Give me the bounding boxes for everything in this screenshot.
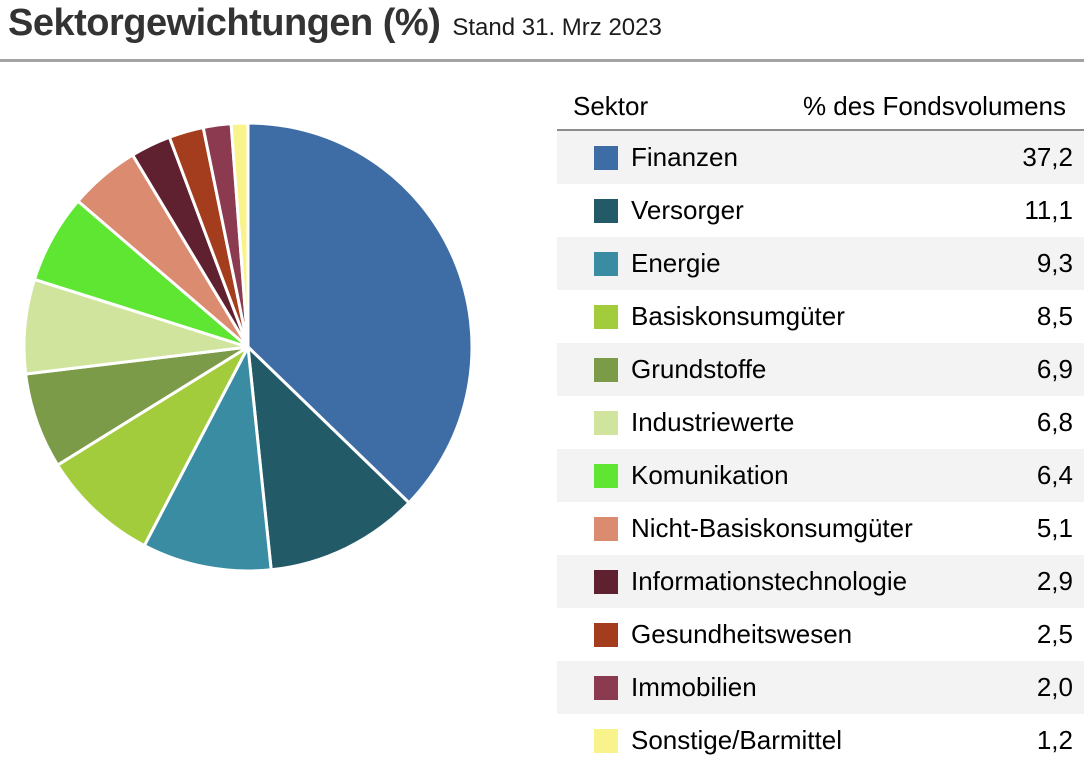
- sector-value: 6,8: [1036, 407, 1073, 437]
- sector-label: Grundstoffe: [631, 354, 767, 384]
- sector-label: Energie: [631, 248, 721, 278]
- sector-label: Basiskonsumgüter: [631, 301, 845, 331]
- sector-label: Versorger: [631, 195, 744, 225]
- pie-slice-sonstige-barmittel: [229, 121, 250, 349]
- column-header-sektor: Sektor: [573, 91, 649, 121]
- table-row-immobilien: Immobilien 2,0: [557, 661, 1084, 714]
- sector-value: 5,1: [1036, 513, 1073, 543]
- table-header-row: Sektor % des Fondsvolumens: [557, 84, 1084, 131]
- sector-label: Immobilien: [631, 672, 757, 702]
- legend-swatch: [594, 304, 618, 329]
- pie-slice-versorger: [246, 345, 411, 572]
- table-row-versorger: Versorger 11,1: [557, 184, 1084, 237]
- table-row-gesundheitswesen: Gesundheitswesen 2,5: [557, 608, 1084, 661]
- sector-value: 1,2: [1036, 725, 1073, 755]
- sector-label: Industriewerte: [631, 407, 795, 437]
- sector-label: Nicht-Basiskonsumgüter: [631, 513, 913, 543]
- sector-value: 6,9: [1036, 354, 1073, 384]
- pie-slice-energie: [142, 345, 273, 573]
- legend-swatch: [594, 728, 618, 753]
- sector-value: 9,3: [1036, 248, 1073, 278]
- sector-value: 2,0: [1036, 672, 1073, 702]
- table-row-energie: Energie 9,3: [557, 237, 1084, 290]
- sector-value: 11,1: [1024, 195, 1073, 225]
- sector-table-body: Finanzen 37,2 Versorger 11,1 Energie 9,3…: [557, 131, 1084, 767]
- table-row-grundstoffe: Grundstoffe 6,9: [557, 343, 1084, 396]
- legend-swatch: [594, 357, 618, 382]
- sector-value: 8,5: [1036, 301, 1073, 331]
- table-row-basiskonsumgüter: Basiskonsumgüter 8,5: [557, 290, 1084, 343]
- legend-swatch: [594, 463, 618, 488]
- pie-chart: [22, 121, 474, 573]
- table-row-informationstechnologie: Informationstechnologie 2,9: [557, 555, 1084, 608]
- column-header-fondsvolumen: % des Fondsvolumens: [802, 91, 1066, 121]
- pie-slice-basiskonsumgüter: [56, 345, 250, 548]
- page-subtitle: Stand 31. Mrz 2023: [452, 14, 662, 41]
- sector-value: 6,4: [1036, 460, 1073, 490]
- sector-label: Sonstige/Barmittel: [631, 725, 842, 755]
- table-row-industriewerte: Industriewerte 6,8: [557, 396, 1084, 449]
- sector-value: 2,9: [1036, 566, 1073, 596]
- sector-label: Komunikation: [631, 460, 789, 490]
- legend-swatch: [594, 622, 618, 647]
- table-row-finanzen: Finanzen 37,2: [557, 131, 1084, 184]
- legend-swatch: [594, 675, 618, 700]
- sector-table: Sektor % des Fondsvolumens Finanzen 37,2…: [557, 84, 1084, 767]
- table-row-sonstige-barmittel: Sonstige/Barmittel 1,2: [557, 714, 1084, 767]
- title-rule: [0, 59, 1084, 62]
- table-row-nicht-basiskonsumgüter: Nicht-Basiskonsumgüter 5,1: [557, 502, 1084, 555]
- legend-swatch: [594, 410, 618, 435]
- legend-swatch: [594, 569, 618, 594]
- legend-swatch: [594, 145, 618, 170]
- sector-value: 37,2: [1022, 142, 1073, 172]
- legend-swatch: [594, 251, 618, 276]
- table-row-komunikation: Komunikation 6,4: [557, 449, 1084, 502]
- sector-label: Informationstechnologie: [631, 566, 908, 596]
- page-header: Sektorgewichtungen (%) Stand 31. Mrz 202…: [8, 2, 662, 45]
- sector-label: Finanzen: [631, 142, 738, 172]
- sector-value: 2,5: [1036, 619, 1073, 649]
- page-title: Sektorgewichtungen (%): [8, 2, 441, 44]
- legend-swatch: [594, 198, 618, 223]
- sector-label: Gesundheitswesen: [631, 619, 853, 649]
- legend-swatch: [594, 516, 618, 541]
- pie-slice-finanzen: [246, 121, 474, 505]
